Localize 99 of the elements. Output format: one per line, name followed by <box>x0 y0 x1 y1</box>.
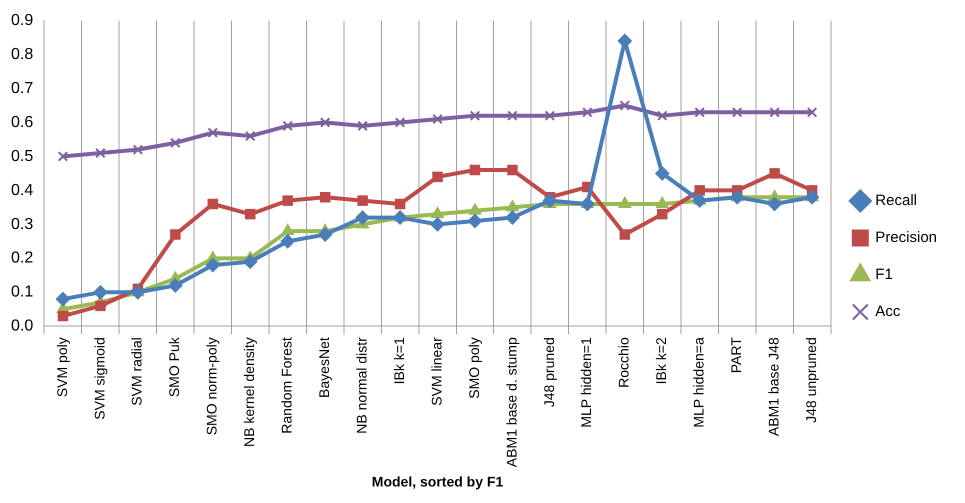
point <box>431 207 444 218</box>
point <box>657 110 668 121</box>
point <box>320 117 330 128</box>
legend-label: F1 <box>875 266 893 284</box>
legend-label: Acc <box>875 303 901 320</box>
point <box>208 127 218 138</box>
point <box>656 196 668 208</box>
point <box>245 208 256 220</box>
legend-label: Precision <box>875 229 938 246</box>
x-tick-label: NB normal distr <box>353 336 370 434</box>
point <box>357 120 368 132</box>
point <box>280 234 295 248</box>
point <box>245 130 256 142</box>
y-tick-label: 0.7 <box>10 80 34 97</box>
x-tick-label: NB kernel density <box>241 337 258 447</box>
point <box>430 217 445 232</box>
point <box>769 107 780 118</box>
point <box>93 285 108 300</box>
point <box>732 107 742 118</box>
x-tick-label: SVM radial <box>128 337 145 406</box>
legend-label: Recall <box>875 192 917 210</box>
x-tick-label: Random Forest <box>278 337 295 434</box>
point <box>769 168 780 179</box>
point <box>168 278 182 292</box>
x-tick-label: SVM poly <box>54 337 70 398</box>
point <box>620 229 630 240</box>
point <box>318 228 332 242</box>
x-tick-label: J48 pruned <box>540 337 557 408</box>
x-tick-label: SMO poly <box>466 337 482 399</box>
point <box>730 190 744 204</box>
point <box>130 285 145 300</box>
point <box>805 190 820 204</box>
point <box>544 110 556 121</box>
point <box>470 110 480 121</box>
x-tick-label: IBk k=2 <box>653 337 670 384</box>
x-tick-label: Rocchio <box>616 337 632 388</box>
point <box>657 208 668 220</box>
x-axis-title: Model, sorted by F1 <box>372 473 504 490</box>
point <box>170 229 181 240</box>
point <box>655 166 670 180</box>
x-tick-label: IBk k=1 <box>390 337 407 384</box>
point <box>282 195 293 206</box>
point <box>468 214 482 228</box>
x-tick-label: BayesNet <box>316 337 332 398</box>
x-tick-label: ABM1 base d. stump <box>503 337 520 468</box>
point <box>132 144 144 155</box>
y-tick-label: 0.4 <box>10 182 34 199</box>
x-tick-label: SVM linear <box>428 336 444 406</box>
point <box>694 107 705 118</box>
point <box>505 210 520 225</box>
x-tick-label: PART <box>728 336 744 374</box>
y-tick-label: 0.1 <box>10 284 34 301</box>
x-tick-label: MLP hidden=1 <box>578 337 594 428</box>
point <box>320 192 330 202</box>
y-tick-label: 0.3 <box>10 216 34 233</box>
point <box>282 120 293 132</box>
point <box>694 185 705 196</box>
point <box>692 194 707 208</box>
point <box>432 114 443 124</box>
point <box>95 300 106 312</box>
y-tick-label: 0.6 <box>10 114 34 131</box>
x-tick-label: ABM1 base J48 <box>765 337 782 436</box>
point <box>582 107 593 118</box>
point <box>394 117 406 128</box>
point <box>620 100 630 111</box>
point <box>507 164 518 176</box>
y-tick-label: 0.5 <box>10 148 34 165</box>
y-tick-label: 0.2 <box>10 250 34 267</box>
x-tick-label: SMO norm-poly <box>204 337 220 436</box>
point <box>768 196 782 211</box>
point <box>170 138 181 148</box>
point <box>243 254 258 269</box>
point <box>95 148 106 158</box>
point <box>56 292 70 306</box>
point <box>506 200 519 212</box>
point <box>394 198 406 210</box>
point <box>282 224 294 236</box>
point <box>542 194 557 208</box>
point <box>58 151 68 162</box>
x-tick-label: SMO Puk <box>166 336 182 398</box>
point <box>470 164 480 176</box>
y-tick-label: 0.0 <box>10 318 34 335</box>
point <box>580 196 594 211</box>
point <box>208 198 218 210</box>
point <box>58 310 68 322</box>
point <box>507 110 518 121</box>
point <box>356 210 370 225</box>
point <box>432 172 443 182</box>
point <box>468 204 482 215</box>
point <box>806 107 818 118</box>
x-tick-label: J48 unpruned <box>802 337 819 423</box>
point <box>206 258 220 272</box>
x-tick-label: MLP hidden=a <box>690 337 707 428</box>
point <box>393 210 408 225</box>
y-tick-label: 0.9 <box>10 12 34 30</box>
point <box>357 195 368 206</box>
y-tick-label: 0.8 <box>10 46 34 63</box>
point <box>618 196 631 208</box>
x-tick-label: SVM sigmoid <box>91 337 108 420</box>
